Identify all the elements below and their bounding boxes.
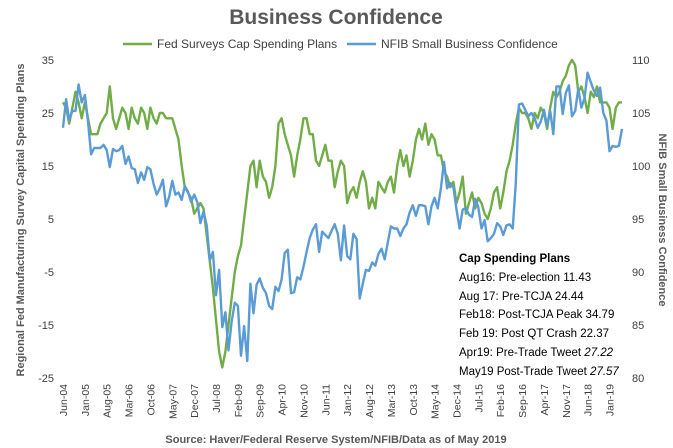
right-axis-label: NFIB Small Business Confidence	[656, 134, 668, 307]
left-tick-label: -5	[44, 267, 54, 279]
annotation-line-4: Feb 19: Post QT Crash 22.37	[459, 328, 609, 340]
annotation-line-3: Feb18: Post-TCJA Peak 34.79	[459, 309, 614, 321]
x-axis-ticks: Jun-04 Jan-05 Aug-05 Mar-06 Oct-06 May-07 Dec-…	[58, 384, 617, 419]
left-tick-label: 25	[42, 108, 54, 120]
annotation-box: Cap Spending Plans Aug16: Pre-election 1…	[459, 253, 619, 378]
x-tick-label: Sep-16	[517, 384, 529, 418]
left-axis-label: Regional Fed Manufacturing Survey Capita…	[15, 64, 27, 377]
legend: Fed Surveys Cap Spending Plans NFIB Smal…	[123, 37, 558, 51]
right-tick-label: 110	[632, 55, 650, 67]
right-tick-label: 80	[632, 373, 644, 385]
annotation-title: Cap Spending Plans	[459, 253, 570, 265]
right-tick-label: 85	[632, 320, 644, 332]
x-tick-label: Jul-08	[211, 384, 223, 413]
left-tick-label: 5	[48, 214, 54, 226]
right-axis-ticks: 110 105 100 95 90 85 80	[632, 55, 650, 385]
x-tick-label: Oct-13	[408, 384, 420, 416]
right-tick-label: 90	[632, 267, 644, 279]
x-tick-label: Jun-11	[320, 384, 332, 415]
x-tick-label: Mar-06	[124, 384, 136, 417]
x-tick-label: Jul-15	[473, 384, 485, 413]
x-tick-label: Aug-12	[364, 384, 376, 418]
right-tick-label: 100	[632, 161, 650, 173]
annotation-line-1: Aug16: Pre-election 11.43	[459, 272, 591, 284]
x-tick-label: Apr-10	[277, 384, 289, 416]
x-tick-label: Jan-05	[80, 384, 92, 416]
x-tick-label: Feb-16	[495, 384, 507, 417]
x-tick-label: Mar-13	[386, 384, 398, 417]
x-tick-label: Jan-12	[342, 384, 354, 416]
x-tick-label: Dec-14	[451, 384, 463, 418]
x-tick-label: Apr-17	[539, 384, 551, 416]
series-line-fed	[61, 58, 622, 369]
x-tick-label: Jun-04	[58, 384, 70, 416]
x-tick-label: Feb-09	[233, 384, 245, 417]
chart-title: Business Confidence	[229, 6, 443, 29]
source-note: Source: Haver/Federal Reserve System/NFI…	[165, 434, 506, 446]
right-tick-label: 105	[632, 108, 650, 120]
x-tick-label: Sep-09	[255, 384, 267, 418]
right-tick-label: 95	[632, 214, 644, 226]
annotation-line-2: Aug 17: Pre-TCJA 24.44	[459, 291, 584, 303]
series-line-nfib	[61, 71, 624, 363]
legend-label-fed: Fed Surveys Cap Spending Plans	[157, 37, 337, 51]
x-tick-label: Oct-06	[145, 384, 157, 416]
annotation-line-5: Apr19: Pre-Trade Tweet 27.22	[459, 347, 614, 359]
x-tick-label: Aug-05	[102, 384, 114, 418]
x-tick-label: Nov-10	[298, 384, 310, 418]
left-tick-label: 15	[42, 161, 54, 173]
legend-label-nfib: NFIB Small Business Confidence	[381, 37, 558, 51]
x-tick-label: Jun-18	[583, 384, 595, 416]
left-axis-ticks: 35 25 15 5 -5 -15 -25	[38, 55, 54, 385]
x-tick-label: Jan-19	[605, 384, 617, 416]
x-tick-label: Nov-17	[561, 384, 573, 418]
x-tick-label: May-14	[430, 384, 442, 419]
left-tick-label: -15	[38, 320, 54, 332]
x-tick-label: May-07	[167, 384, 179, 419]
left-tick-label: 35	[42, 55, 54, 67]
x-tick-label: Dec-07	[189, 384, 201, 418]
left-tick-label: -25	[38, 373, 54, 385]
annotation-line-6: May19 Post-Trade Tweet 27.57	[459, 366, 619, 378]
